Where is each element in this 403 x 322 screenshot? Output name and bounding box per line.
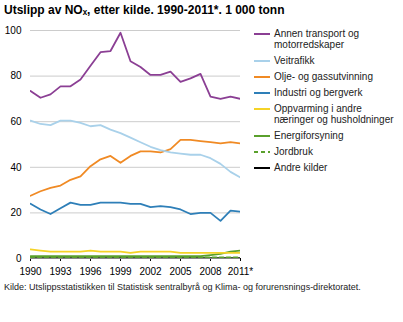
html-text:Jordbruk: Jordbruk — [274, 146, 313, 157]
svg-text:0: 0 — [16, 253, 22, 264]
html-text:Industri og bergverk: Industri og bergverk — [274, 87, 363, 98]
html-text:Andre kilder: Andre kilder — [274, 162, 328, 173]
html-text:Veitrafikk: Veitrafikk — [274, 55, 315, 66]
svg-text:2008: 2008 — [199, 266, 222, 277]
svg-text:100: 100 — [5, 25, 22, 36]
svg-text:2011*: 2011* — [228, 266, 254, 277]
svg-text:40: 40 — [10, 162, 22, 173]
svg-text:60: 60 — [10, 116, 22, 127]
html-text:Annen transport og motorredska: Annen transport og motorredskaper — [274, 28, 360, 50]
svg-text:1996: 1996 — [79, 266, 102, 277]
html-text:Kilde: Utslippsstatistikken ti: Kilde: Utslippsstatistikken til Statisti… — [4, 282, 361, 292]
svg-text:1993: 1993 — [49, 266, 72, 277]
svg-text:80: 80 — [10, 70, 22, 81]
svg-text:1990: 1990 — [19, 266, 42, 277]
svg-text:1999: 1999 — [109, 266, 132, 277]
html-text:Energiforsyning: Energiforsyning — [274, 130, 344, 141]
html-text:Oppvarming i andre næringer og: Oppvarming i andre næringer og husholdni… — [274, 103, 394, 125]
svg-text:2005: 2005 — [169, 266, 192, 277]
svg-text:20: 20 — [10, 207, 22, 218]
svg-text:2002: 2002 — [139, 266, 162, 277]
html-text:Utslipp av NOₓ, etter kilde. 1: Utslipp av NOₓ, etter kilde. 1990-2011*.… — [4, 3, 285, 17]
html-text:Olje- og gassutvinning: Olje- og gassutvinning — [274, 71, 373, 82]
